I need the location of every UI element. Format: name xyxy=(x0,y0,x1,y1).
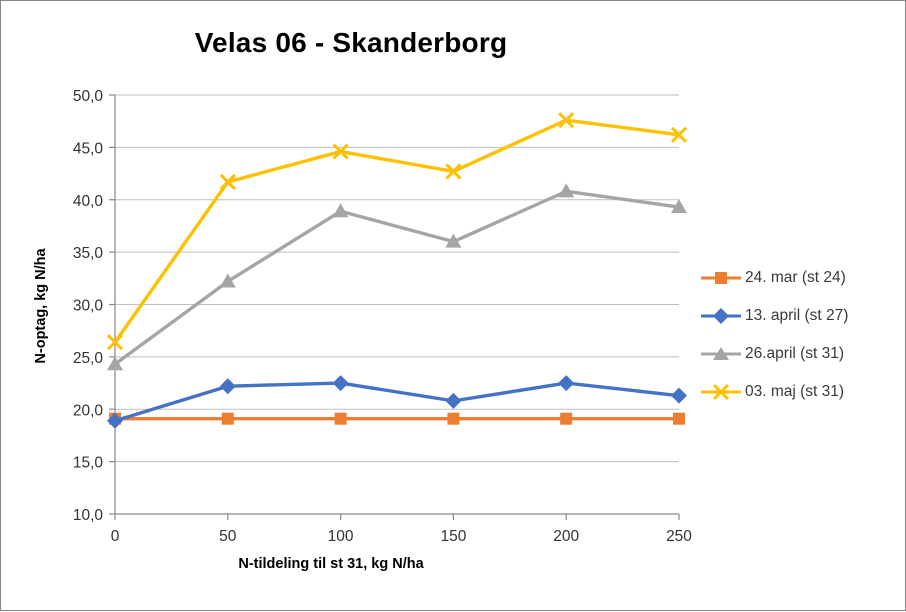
legend-label: 03. maj (st 31) xyxy=(745,383,845,400)
data-point xyxy=(107,356,123,371)
legend-marker-diamond xyxy=(701,308,741,324)
axis-ticks xyxy=(109,94,680,520)
legend-marker-triangle xyxy=(701,347,741,360)
legend-marker-square xyxy=(701,272,741,284)
y-tick-label: 10,0 xyxy=(73,507,104,524)
data-point xyxy=(673,412,685,425)
data-point xyxy=(106,334,124,351)
y-tick-label: 35,0 xyxy=(73,245,104,262)
legend-marker-x xyxy=(701,383,741,401)
data-point xyxy=(671,387,687,404)
series-diamond xyxy=(107,375,687,429)
data-point xyxy=(219,273,236,288)
x-tick-label: 250 xyxy=(666,528,692,545)
legend-label: 13. april (st 27) xyxy=(745,307,849,324)
data-point xyxy=(334,412,347,425)
data-point xyxy=(560,412,573,425)
gridlines xyxy=(115,94,679,463)
legend-item[interactable]: 13. april (st 27) xyxy=(701,297,901,335)
data-point xyxy=(221,412,234,425)
data-point xyxy=(670,126,688,143)
y-tick-label: 45,0 xyxy=(73,140,104,157)
y-axis-title: N-optag, kg N/ha xyxy=(33,247,49,363)
y-tick-labels: 10,0 15,0 20,0 25,0 30,0 35,0 40,0 45,0 50,0 xyxy=(73,88,104,524)
data-point xyxy=(219,378,236,395)
y-tick-label: 15,0 xyxy=(73,455,104,472)
data-point xyxy=(558,112,575,129)
data-series-layer xyxy=(106,112,688,429)
x-tick-label: 200 xyxy=(553,528,579,545)
data-point xyxy=(447,412,460,425)
data-point xyxy=(219,173,236,191)
data-point xyxy=(445,233,462,248)
data-point xyxy=(445,163,462,180)
y-tick-label: 20,0 xyxy=(73,402,104,419)
legend-label: 26.april (st 31) xyxy=(745,345,845,362)
y-tick-label: 40,0 xyxy=(73,193,104,210)
legend-label: 24. mar (st 24) xyxy=(745,269,846,286)
legend-item[interactable]: 03. maj (st 31) xyxy=(701,373,901,411)
data-point xyxy=(671,199,687,214)
chart-legend: 24. mar (st 24) 13. april (st 27) 26.apr… xyxy=(701,259,901,411)
x-tick-label: 0 xyxy=(111,528,120,545)
data-point xyxy=(558,375,575,392)
data-point xyxy=(332,203,349,218)
x-tick-label: 50 xyxy=(219,528,237,545)
data-point xyxy=(558,183,575,198)
y-tick-label: 30,0 xyxy=(73,298,104,315)
x-axis-title: N-tildeling til st 31, kg N/ha xyxy=(238,556,424,572)
legend-item[interactable]: 26.april (st 31) xyxy=(701,335,901,373)
chart-title: Velas 06 - Skanderborg xyxy=(194,27,508,58)
data-point xyxy=(332,375,349,392)
x-tick-labels: 0 50 100 150 200 250 xyxy=(111,528,693,545)
data-point xyxy=(107,412,123,429)
x-tick-label: 100 xyxy=(328,528,354,545)
series-x xyxy=(106,112,688,351)
series-triangle xyxy=(107,183,687,371)
series-square xyxy=(109,412,685,425)
data-point xyxy=(332,143,349,160)
legend-item[interactable]: 24. mar (st 24) xyxy=(701,259,901,297)
y-tick-label: 50,0 xyxy=(73,88,104,105)
x-tick-label: 150 xyxy=(440,528,466,545)
y-tick-label: 25,0 xyxy=(73,350,104,367)
data-point xyxy=(445,392,462,409)
